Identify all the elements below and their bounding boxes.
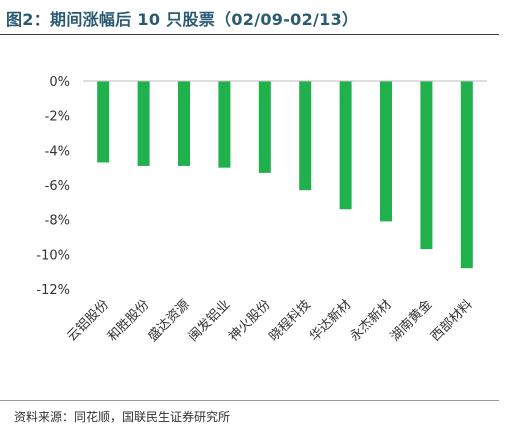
y-tick-label: -2% xyxy=(45,110,70,125)
bar xyxy=(137,81,150,166)
bar xyxy=(460,81,473,269)
bar-series xyxy=(97,81,473,269)
y-tick-label: -6% xyxy=(45,179,70,194)
y-tick-label: -12% xyxy=(36,283,70,298)
x-tick-label: 神火股份 xyxy=(226,297,273,344)
title-divider xyxy=(0,34,499,35)
x-tick-label: 永杰新材 xyxy=(347,297,395,345)
y-tick-label: -10% xyxy=(36,248,70,263)
x-tick-label: 云铝股份 xyxy=(65,297,112,344)
bar xyxy=(339,81,352,210)
bar-chart: 0% -2% -4% -6% -8% -10% -12% 云铝股份和胜股份盛达资源闽发铝业神… xyxy=(36,75,487,345)
x-tick-label: 和胜股份 xyxy=(105,297,152,344)
bar xyxy=(218,81,231,168)
y-tick-label: -4% xyxy=(45,144,70,159)
bar xyxy=(97,81,110,163)
footer-divider xyxy=(0,400,499,401)
bar xyxy=(420,81,433,250)
y-axis: 0% -2% -4% -6% -8% -10% -12% xyxy=(36,75,70,298)
x-tick-label: 西部材料 xyxy=(428,297,475,344)
x-tick-label: 盛达资源 xyxy=(145,297,192,344)
y-tick-label: 0% xyxy=(49,75,70,90)
y-tick-label: -8% xyxy=(45,214,70,229)
bar xyxy=(258,81,271,173)
bar xyxy=(299,81,312,191)
x-tick-label: 华达新材 xyxy=(306,297,354,345)
x-tick-label: 闽发铝业 xyxy=(185,297,233,345)
bar xyxy=(380,81,392,222)
chart-title: 图2：期间涨幅后 10 只股票（02/09-02/13） xyxy=(6,10,359,29)
source-note: 资料来源：同花顺，国联民生证券研究所 xyxy=(14,410,231,424)
bar xyxy=(178,81,190,166)
x-tick-label: 晓程科技 xyxy=(267,297,314,344)
x-tick-label: 湖南黄金 xyxy=(387,297,435,345)
